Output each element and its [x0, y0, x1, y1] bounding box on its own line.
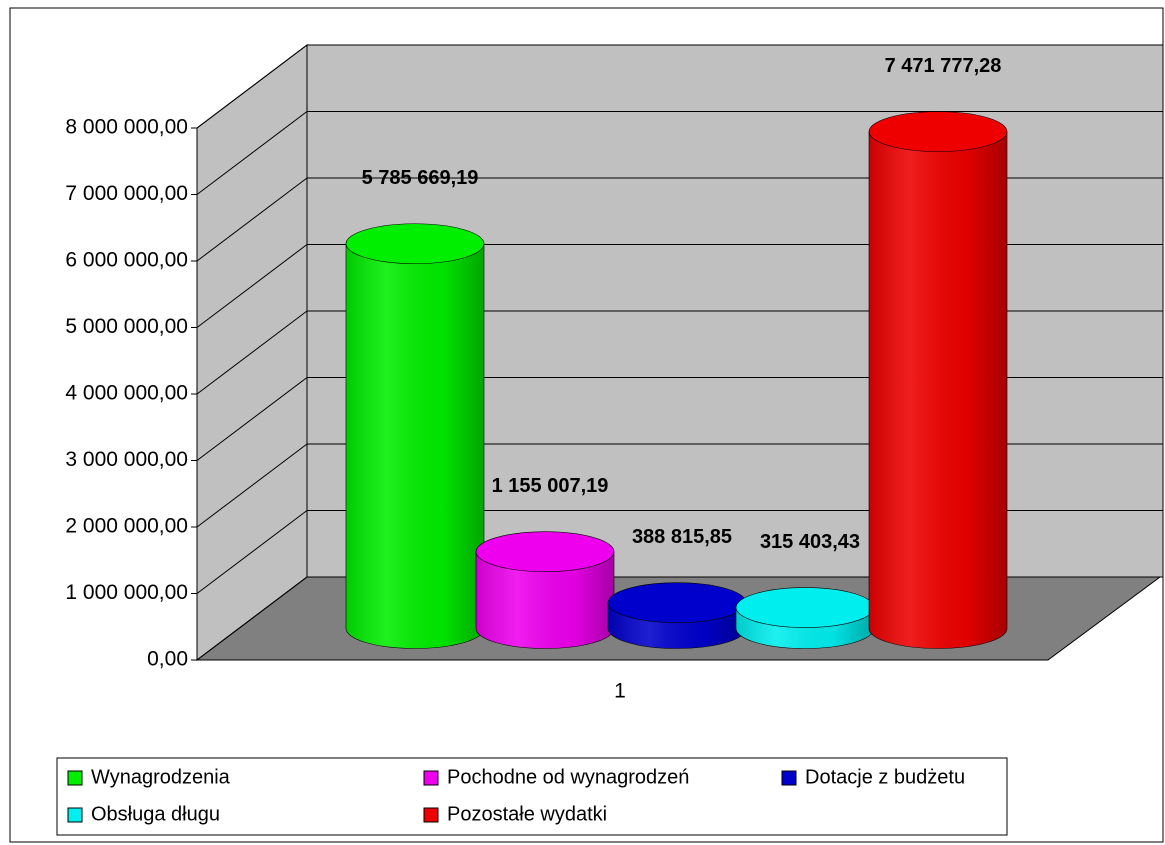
- y-tick-label: 6 000 000,00: [65, 249, 188, 272]
- grid-line: [196, 576, 308, 661]
- y-tick-label: 4 000 000,00: [65, 382, 188, 405]
- cylinder-top: [475, 531, 615, 572]
- legend-label: Pochodne od wynagrodzeń: [447, 766, 689, 788]
- legend-label: Wynagrodzenia: [91, 766, 231, 788]
- cylinder-top: [735, 587, 875, 628]
- legend-swatch: [423, 770, 439, 786]
- legend-swatch: [781, 770, 797, 786]
- grid-line: [196, 177, 308, 262]
- cylinder-top: [607, 582, 747, 623]
- grid-line: [196, 310, 308, 395]
- y-tick-label: 1 000 000,00: [65, 581, 188, 604]
- grid-line: [196, 111, 308, 195]
- cylinder-top: [345, 223, 485, 265]
- y-tick-label: 8 000 000,00: [65, 116, 188, 139]
- legend-label: Dotacje z budżetu: [805, 766, 965, 788]
- value-label: 388 815,85: [632, 526, 732, 548]
- cylinder-top: [868, 111, 1008, 152]
- value-label: 5 785 669,19: [362, 167, 479, 189]
- y-tick-label: 7 000 000,00: [65, 182, 188, 205]
- legend: [56, 757, 1008, 836]
- legend-swatch: [67, 770, 83, 786]
- grid-line: [196, 244, 308, 328]
- legend-label: Obsługa długu: [91, 803, 220, 825]
- value-label: 7 471 777,28: [885, 55, 1002, 77]
- cylinder-shade: [476, 551, 614, 649]
- grid-line: [196, 377, 308, 461]
- y-tick-label: 0,00: [147, 648, 188, 671]
- y-tick-label: 3 000 000,00: [65, 448, 188, 471]
- cylinder-shade: [869, 131, 1007, 649]
- legend-swatch: [423, 807, 439, 823]
- cylinder-shade: [346, 243, 484, 649]
- x-tick-label: 1: [614, 680, 626, 703]
- grid-line: [196, 443, 308, 528]
- legend-label: Pozostałe wydatki: [447, 803, 607, 825]
- legend-swatch: [67, 807, 83, 823]
- y-tick-label: 5 000 000,00: [65, 315, 188, 338]
- value-label: 1 155 007,19: [492, 475, 609, 497]
- grid-line: [196, 510, 308, 594]
- value-label: 315 403,43: [760, 531, 860, 553]
- grid-line: [196, 44, 308, 129]
- y-tick-label: 2 000 000,00: [65, 515, 188, 538]
